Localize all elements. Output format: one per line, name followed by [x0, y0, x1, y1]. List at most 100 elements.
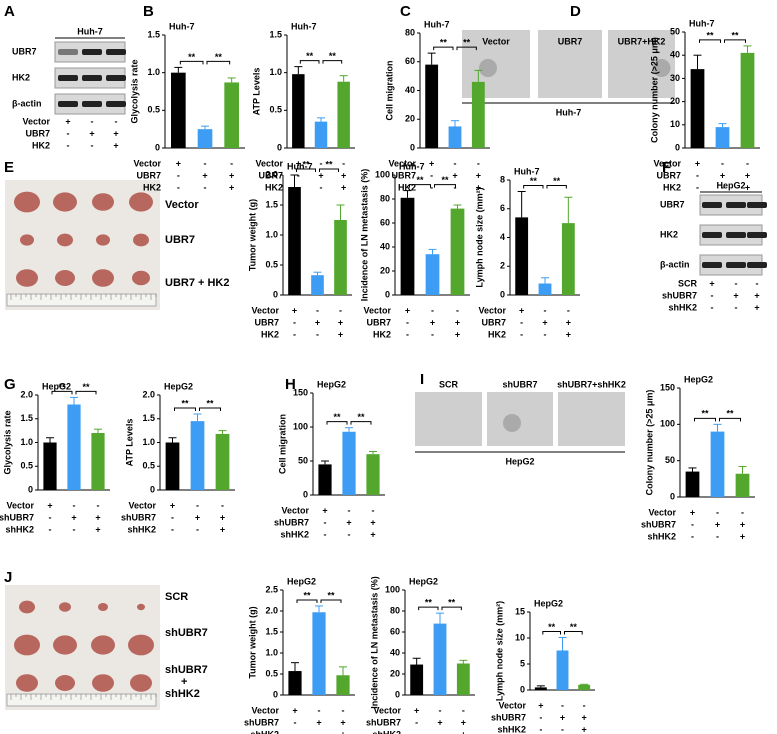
condition-sign: - [318, 705, 321, 715]
condition-sign: - [342, 705, 345, 715]
condition-sign: + [461, 717, 466, 727]
significance-label: ** [440, 38, 448, 48]
significance-bracket [699, 39, 721, 43]
tumor [92, 193, 114, 211]
panel-label: B [143, 3, 154, 20]
chart-title: Huh-7 [424, 19, 450, 29]
condition-sign: + [582, 724, 587, 734]
condition-sign: - [204, 182, 207, 192]
tumor [19, 600, 35, 614]
significance-bracket [320, 599, 342, 603]
y-tick-label: 1.0 [265, 647, 278, 657]
panel-label: A [4, 3, 15, 20]
tumor [55, 270, 75, 286]
y-tick-label: 0 [500, 289, 505, 299]
panel-label: I [420, 371, 424, 388]
y-tick-label: 100 [660, 419, 675, 429]
tumor [91, 635, 115, 655]
condition-sign: - [721, 158, 724, 168]
bar [171, 72, 186, 148]
condition-sign: - [567, 305, 570, 315]
y-axis-label: Cell migration [277, 414, 287, 474]
condition-sign: - [339, 305, 342, 315]
condition-label: UBR7 [25, 128, 50, 138]
condition-sign: - [320, 158, 323, 168]
y-tick-label: 1.5 [142, 413, 155, 423]
bar [534, 687, 547, 690]
panel-label: G [4, 376, 16, 393]
blot-row-label: HK2 [660, 229, 678, 239]
chart-title: HepG2 [317, 379, 346, 389]
bar [197, 129, 213, 148]
condition-sign: + [338, 317, 343, 327]
condition-sign: + [405, 305, 410, 315]
y-axis-label: Glycolysis rate [129, 59, 139, 123]
significance-bracket [350, 421, 372, 425]
blot-band [58, 101, 78, 107]
condition-label: shUBR7 [121, 512, 156, 522]
colony [503, 414, 521, 432]
significance-bracket [75, 390, 97, 395]
condition-sign: + [370, 529, 375, 539]
condition-label: Vector [363, 305, 391, 315]
significance-label: ** [325, 159, 333, 169]
condition-label: shHK2 [497, 724, 526, 734]
significance-label: ** [333, 412, 341, 422]
tumor [14, 191, 40, 213]
blot-band [747, 202, 767, 208]
condition-sign: + [560, 712, 565, 722]
significance-bracket [296, 599, 318, 603]
bar [400, 197, 415, 295]
photo-label: Vector [165, 199, 199, 211]
condition-label: HK2 [32, 140, 50, 150]
tumor [130, 674, 152, 692]
condition-sign: - [177, 170, 180, 180]
panel-label: E [4, 159, 14, 176]
y-tick-label: 0.5 [20, 461, 33, 471]
condition-label: HK2 [488, 329, 506, 339]
condition-sign: - [691, 519, 694, 529]
condition-label: Vector [6, 500, 34, 510]
y-tick-label: 80 [405, 27, 415, 37]
condition-sign: - [430, 182, 433, 192]
significance-label: ** [416, 175, 424, 185]
condition-sign: - [477, 158, 480, 168]
condition-sign: + [338, 329, 343, 339]
y-tick-label: 80 [390, 605, 400, 615]
condition-sign: + [292, 705, 297, 715]
y-tick-label: 0 [675, 142, 680, 152]
significance-bracket [296, 168, 316, 172]
significance-label: ** [548, 622, 556, 632]
significance-bracket [523, 185, 544, 189]
bar [715, 127, 730, 148]
tumor [53, 635, 77, 655]
condition-label: HK2 [261, 329, 279, 339]
condition-sign: - [67, 140, 70, 150]
condition-sign: - [49, 512, 52, 522]
condition-sign: + [341, 170, 346, 180]
blot-band [726, 202, 746, 208]
condition-sign: + [720, 170, 725, 180]
bar [336, 675, 350, 695]
bar [337, 81, 350, 148]
condition-sign: - [583, 700, 586, 710]
condition-sign: - [49, 524, 52, 534]
y-tick-label: 6 [500, 203, 505, 213]
blot-band [702, 202, 722, 208]
significance-bracket [199, 407, 221, 411]
y-tick-label: 0 [277, 142, 282, 152]
significance-label: ** [181, 398, 189, 408]
y-tick-label: 4 [500, 232, 505, 242]
y-tick-label: 0 [395, 689, 400, 699]
significance-label: ** [188, 52, 196, 62]
condition-label: UBR7 [656, 170, 681, 180]
condition-sign: + [95, 524, 100, 534]
condition-sign: + [370, 517, 375, 527]
condition-label: UBR7 [254, 317, 279, 327]
significance-bracket [724, 39, 746, 43]
condition-sign: - [293, 329, 296, 339]
significance-bracket [719, 417, 741, 422]
condition-sign: - [539, 724, 542, 734]
chart-title: Huh-7 [291, 21, 317, 31]
significance-bracket [51, 390, 73, 395]
